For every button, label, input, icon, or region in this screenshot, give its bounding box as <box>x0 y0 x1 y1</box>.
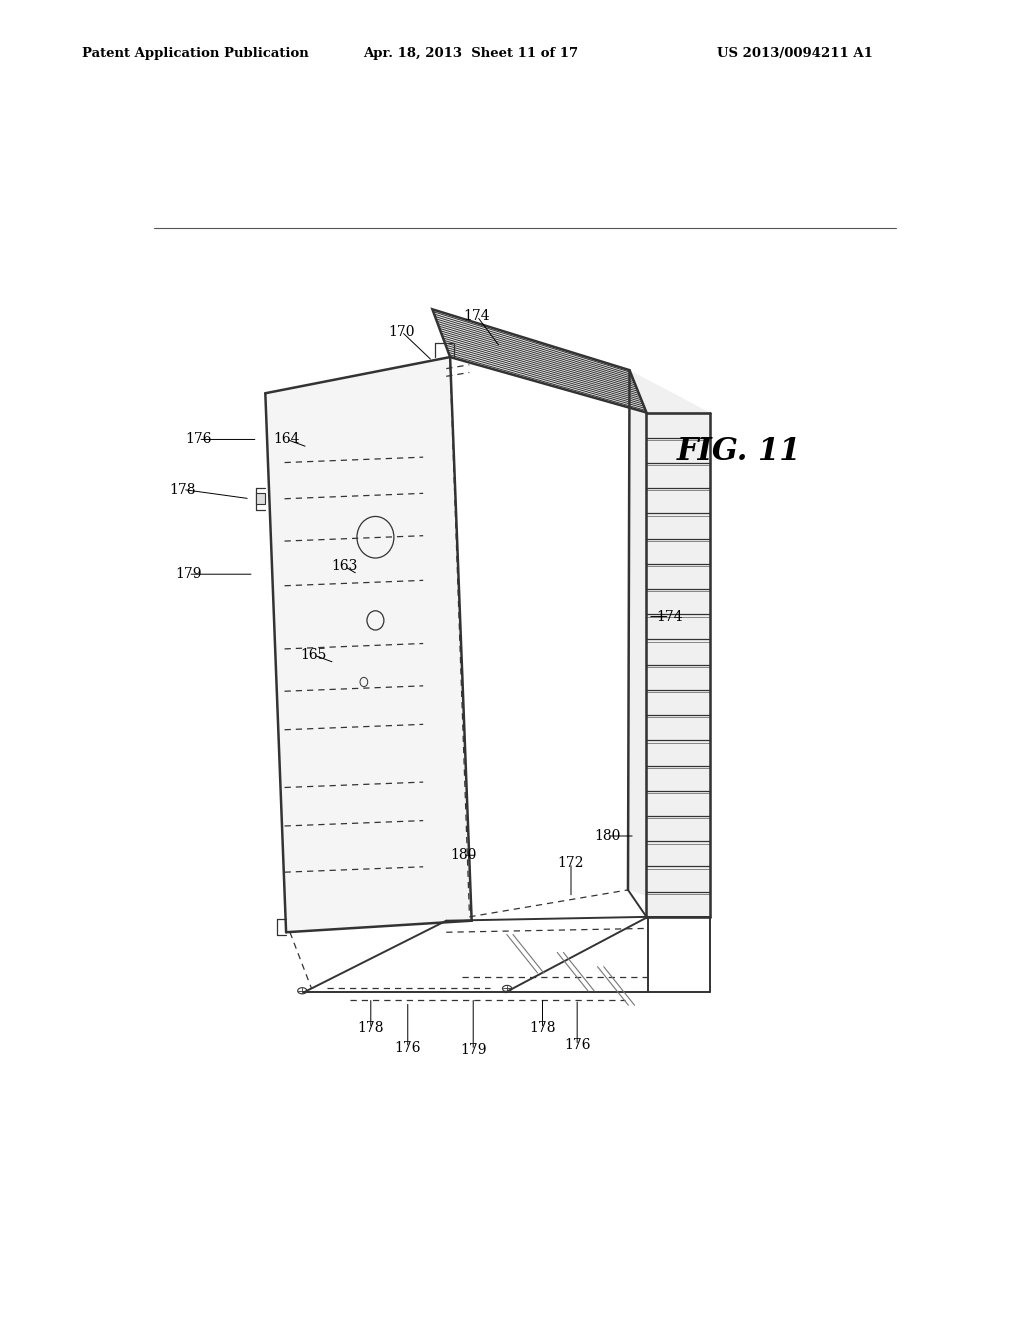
Text: 180: 180 <box>595 829 622 843</box>
Text: 180: 180 <box>450 849 476 862</box>
Polygon shape <box>646 412 710 917</box>
Text: US 2013/0094211 A1: US 2013/0094211 A1 <box>717 46 872 59</box>
Text: 178: 178 <box>529 1022 556 1035</box>
Text: 164: 164 <box>273 433 300 446</box>
Polygon shape <box>646 412 710 917</box>
Text: 179: 179 <box>175 568 202 581</box>
Polygon shape <box>265 358 472 932</box>
Text: FIG. 11: FIG. 11 <box>677 436 801 466</box>
Text: Patent Application Publication: Patent Application Publication <box>82 46 308 59</box>
Text: 176: 176 <box>394 1040 421 1055</box>
Text: 176: 176 <box>564 1039 591 1052</box>
Text: 178: 178 <box>170 483 197 496</box>
Polygon shape <box>628 370 710 917</box>
Text: 176: 176 <box>185 433 212 446</box>
Polygon shape <box>432 309 646 412</box>
Text: 174: 174 <box>464 309 490 323</box>
Text: 174: 174 <box>656 610 683 623</box>
Text: 165: 165 <box>301 648 327 663</box>
Text: Apr. 18, 2013  Sheet 11 of 17: Apr. 18, 2013 Sheet 11 of 17 <box>364 46 579 59</box>
Text: 170: 170 <box>388 325 415 339</box>
Text: 163: 163 <box>332 560 357 573</box>
Text: 172: 172 <box>558 855 585 870</box>
Text: 178: 178 <box>357 1022 384 1035</box>
Bar <box>256 494 265 504</box>
Text: 179: 179 <box>460 1043 486 1057</box>
